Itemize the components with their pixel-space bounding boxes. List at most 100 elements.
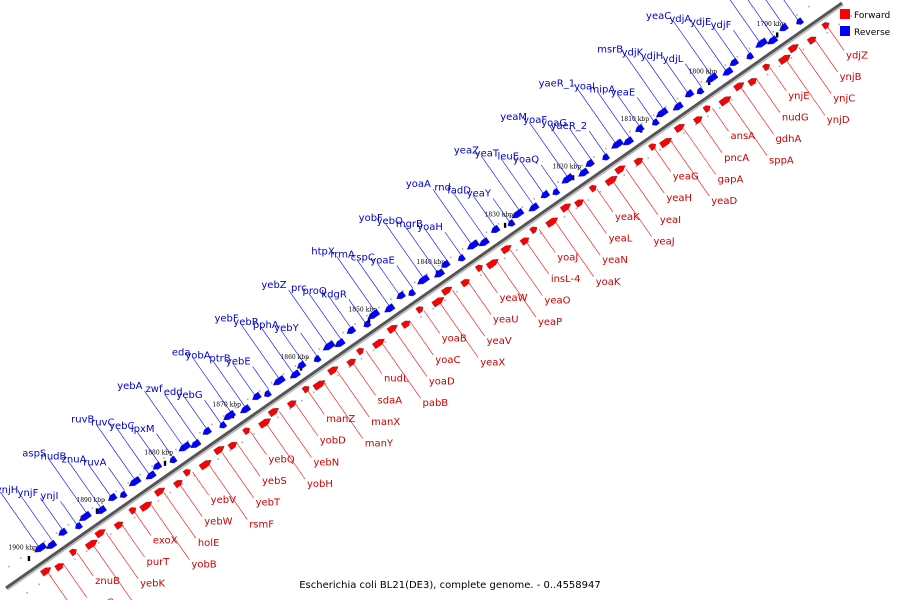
reverse-gene-label: cspC [351, 253, 375, 264]
dot-mark [671, 140, 673, 143]
reverse-gene-arrow [202, 426, 213, 435]
reverse-gene-label: ynjH [0, 485, 18, 496]
forward-gene-label: yeaU [493, 314, 519, 325]
legend: Forward Reverse [840, 9, 891, 38]
forward-gene-arrow [787, 44, 799, 54]
forward-gene-label: yoaC [435, 355, 460, 366]
dot-mark [157, 500, 160, 502]
dot-mark [312, 391, 315, 393]
dot-mark [527, 240, 530, 243]
leader-line [733, 30, 750, 54]
reverse-gene-arrow [705, 72, 719, 83]
dot-mark [468, 282, 470, 285]
reverse-gene-label: yebZ [261, 280, 286, 291]
leader-line [813, 37, 838, 73]
dot-mark [652, 114, 655, 117]
leader-line [396, 265, 414, 289]
reverse-gene-label: rrmA [330, 250, 355, 261]
reverse-gene-arrow [252, 391, 262, 400]
reverse-gene-arrow [578, 167, 590, 177]
dot-mark [301, 399, 303, 402]
dot-mark [766, 73, 769, 76]
leader-line [47, 572, 68, 600]
leader-line [48, 458, 89, 516]
forward-gene-arrow [84, 539, 98, 551]
dot-mark [420, 316, 423, 318]
reverse-gene-label: nudB [40, 451, 66, 462]
reverse-gene-arrow [75, 521, 83, 530]
dot-mark [241, 441, 243, 444]
forward-gene-arrow [777, 54, 791, 65]
leader-line [452, 192, 486, 239]
leader-line [240, 323, 281, 382]
leader-line [616, 94, 642, 129]
dot-mark [504, 257, 506, 260]
dot-mark [515, 249, 518, 251]
dot-mark [277, 416, 279, 419]
forward-gene-label: ansA [731, 131, 756, 142]
leader-line [726, 98, 768, 156]
leader-line [693, 23, 726, 71]
reverse-gene-arrow [651, 118, 660, 126]
reverse-gene-arrow [289, 369, 301, 379]
leader-line [336, 370, 370, 418]
forward-gene-arrow [718, 96, 732, 107]
dot-mark [497, 223, 500, 225]
reverse-gene-arrow [313, 354, 322, 363]
dot-mark [707, 115, 709, 118]
reverse-gene-label: yebE [226, 357, 251, 368]
reverse-gene-arrow [78, 510, 92, 522]
forward-gene-label: yeaJ [654, 236, 675, 247]
leader-line [432, 189, 474, 247]
dot-mark [109, 533, 112, 536]
dot-mark [790, 57, 793, 59]
dot-mark [234, 406, 237, 409]
dot-mark [449, 256, 452, 259]
forward-gene-arrow [431, 297, 445, 308]
forward-gene-arrow [441, 286, 453, 296]
dot-mark [808, 5, 810, 8]
leader-line [495, 259, 537, 318]
leader-line [260, 326, 294, 373]
forward-gene-label: ynjE [788, 91, 809, 102]
dot-mark [480, 274, 482, 276]
leader-line [62, 562, 87, 598]
leader-line [108, 467, 125, 491]
dot-mark [366, 315, 368, 317]
reverse-gene-label: yoaG [541, 118, 567, 129]
forward-gene-arrow [633, 157, 644, 167]
tick-mark [775, 32, 779, 38]
leader-line [520, 161, 546, 197]
leader-line [538, 229, 556, 253]
leader-line [480, 155, 522, 214]
forward-gene-label: yeaL [609, 234, 633, 245]
tick-mark [503, 222, 507, 228]
dot-mark [169, 491, 172, 494]
leader-line [336, 256, 378, 314]
reverse-gene-label: ydjK [622, 48, 644, 59]
reverse-gene-label: yebG [176, 390, 202, 401]
tick-mark [163, 460, 167, 466]
dot-mark [796, 14, 798, 16]
leader-line [96, 424, 137, 483]
kbp-tick-label: 1830 kbp [485, 211, 514, 218]
forward-gene-label: manX [371, 417, 400, 428]
dot-mark [575, 207, 578, 210]
dot-mark [289, 408, 291, 410]
leader-line [654, 148, 671, 172]
reverse-gene-arrow [384, 303, 396, 313]
leader-line [212, 360, 245, 407]
dot-mark [444, 299, 446, 302]
dot-mark [628, 131, 631, 133]
forward-gene-label: yebQ [268, 455, 294, 466]
dot-mark [396, 332, 399, 335]
dot-mark [342, 331, 344, 334]
leader-line [783, 0, 798, 20]
leader-line [568, 127, 594, 163]
reverse-gene-label: mgrB [396, 219, 423, 230]
leader-line [380, 340, 421, 399]
leader-line [424, 228, 450, 264]
forward-gene-arrow [198, 460, 212, 471]
reverse-gene-label: eda [172, 347, 191, 358]
